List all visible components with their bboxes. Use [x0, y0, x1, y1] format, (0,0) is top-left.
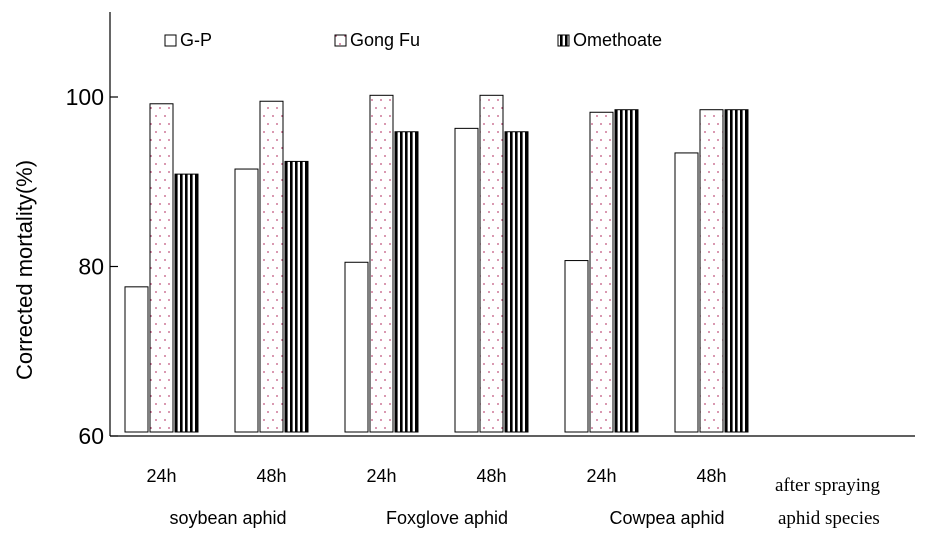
y-tick-label: 100: [66, 84, 104, 110]
x-tick-label: 24h: [146, 466, 176, 486]
legend: G-P Gong Fu Omethoate: [164, 30, 662, 50]
legend-label: Omethoate: [573, 30, 662, 50]
bar-gong-fu-5: [589, 111, 614, 433]
bar-gong-fu-6: [699, 109, 724, 433]
y-tick-label: 60: [78, 423, 104, 449]
x-tick-label: 48h: [696, 466, 726, 486]
group-label: Foxglove aphid: [386, 508, 508, 528]
bar-gong-fu-3: [369, 94, 394, 433]
x-axis-caption: after spraying: [775, 475, 880, 496]
bar-gong-fu-2: [259, 100, 284, 433]
legend-swatch: [164, 34, 177, 47]
legend-swatch: [557, 34, 570, 47]
bar-omethoate-2: [284, 160, 309, 433]
group-labels: soybean aphid Foxglove aphid Cowpea aphid: [169, 508, 724, 528]
bar-omethoate-1: [174, 173, 199, 433]
x-axis-tick-labels: 24h 48h 24h 48h 24h 48h: [146, 466, 726, 486]
x-tick-label: 48h: [476, 466, 506, 486]
bar-g-p-5: [564, 260, 589, 433]
bar-omethoate-3: [394, 131, 419, 433]
group-label: soybean aphid: [169, 508, 286, 528]
y-axis-label: Corrected mortality(%): [12, 160, 37, 380]
y-tick-label: 80: [78, 254, 104, 280]
bar-omethoate-6: [724, 109, 749, 433]
legend-label: G-P: [180, 30, 212, 50]
bars: [124, 94, 749, 433]
x-tick-label: 24h: [366, 466, 396, 486]
bar-gong-fu-4: [479, 94, 504, 433]
legend-label: Gong Fu: [350, 30, 420, 50]
bar-g-p-6: [674, 152, 699, 433]
bar-omethoate-4: [504, 131, 529, 433]
bar-gong-fu-1: [149, 103, 174, 433]
bar-omethoate-5: [614, 109, 639, 433]
bar-g-p-4: [454, 127, 479, 433]
x-tick-label: 24h: [586, 466, 616, 486]
group-axis-caption: aphid species: [778, 508, 880, 529]
group-label: Cowpea aphid: [609, 508, 724, 528]
x-tick-label: 48h: [256, 466, 286, 486]
bar-g-p-3: [344, 261, 369, 433]
bar-g-p-1: [124, 286, 149, 433]
y-axis-ticks: 60 80 100: [66, 84, 118, 449]
legend-swatch: [334, 34, 347, 47]
bar-g-p-2: [234, 168, 259, 433]
